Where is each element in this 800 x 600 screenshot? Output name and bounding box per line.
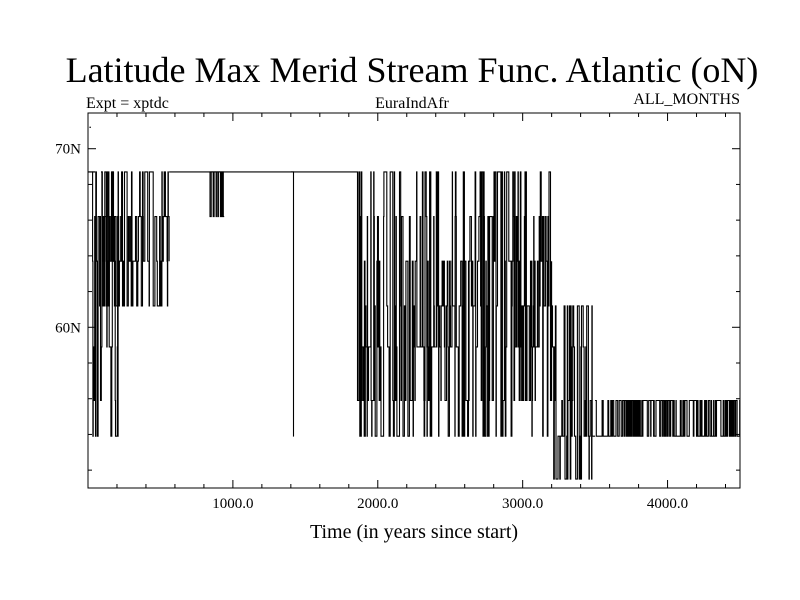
series-segment — [356, 171, 436, 437]
series-segment — [101, 171, 170, 307]
series-segment — [595, 399, 741, 437]
series-segment — [209, 171, 225, 218]
data-series — [88, 126, 741, 480]
chart-title: Latitude Max Merid Stream Func. Atlantic… — [66, 50, 759, 90]
x-axis-label: Time (in years since start) — [310, 521, 518, 543]
x-tick-label: 1000.0 — [212, 496, 253, 512]
x-axis: 1000.0 2000.0 3000.0 4000.0 — [116, 113, 727, 512]
series-segment — [435, 171, 553, 437]
series-segment — [290, 171, 295, 437]
series-line — [88, 126, 741, 480]
series-segment — [551, 305, 596, 480]
x-tick-label: 2000.0 — [357, 496, 398, 512]
series-segment — [92, 171, 120, 437]
y-tick-label: 70N — [55, 142, 81, 158]
y-tick-label: 60N — [55, 320, 81, 336]
plot-frame — [87, 112, 741, 489]
months-label: ALL_MONTHS — [633, 91, 740, 108]
x-tick-label: 3000.0 — [502, 496, 543, 512]
x-tick-label: 4000.0 — [647, 496, 688, 512]
experiment-label: Expt = xptdc — [86, 95, 169, 112]
region-label: EuraIndAfr — [375, 95, 449, 112]
y-axis: 60N 70N — [55, 112, 740, 471]
